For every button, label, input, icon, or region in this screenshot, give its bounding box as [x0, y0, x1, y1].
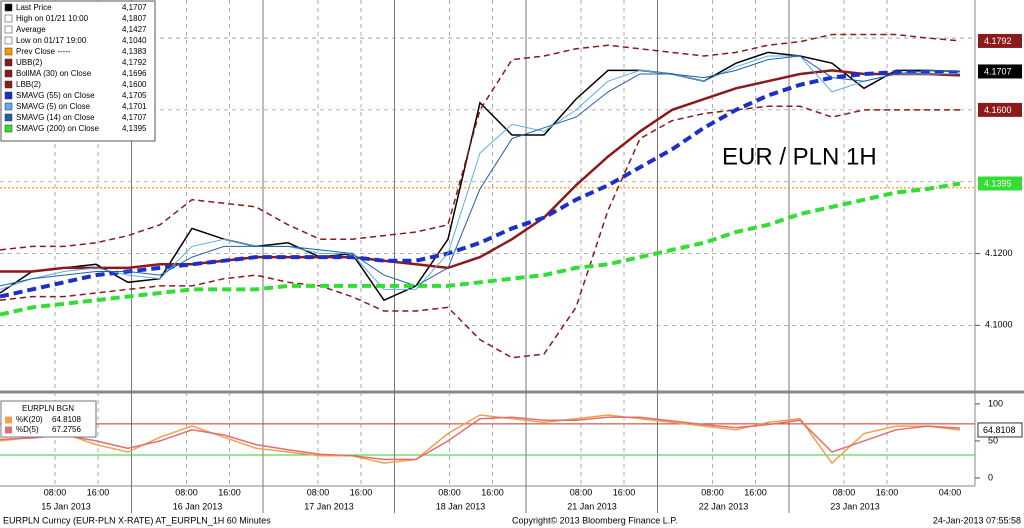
legend-swatch — [4, 47, 13, 56]
x-time-label: 08:00 — [175, 487, 198, 497]
legend-value: 4,1427 — [122, 25, 147, 34]
series-line — [0, 33, 961, 251]
legend-value: 4,1707 — [122, 3, 147, 12]
stoch-legend-value: 64.8108 — [52, 415, 81, 424]
stoch-legend-value: 67.2756 — [52, 425, 81, 434]
value-tag-label: 4.1792 — [984, 36, 1012, 46]
annotation: EUR / PLN 1H — [722, 143, 877, 170]
legend-value: 4,1701 — [122, 102, 147, 111]
value-tag — [978, 64, 1022, 79]
series-line — [0, 181, 961, 317]
x-date-label: 21 Jan 2013 — [567, 501, 617, 511]
legend-value: 4,1807 — [122, 14, 147, 23]
stoch-tag — [977, 422, 1023, 438]
series-line — [0, 70, 960, 299]
legend-value: 4,1707 — [122, 113, 147, 122]
stoch-title: EURPLN BGN — [22, 404, 74, 413]
x-time-label: 16:00 — [87, 487, 110, 497]
legend-value: 4,1395 — [122, 124, 147, 133]
x-time-label: 04:00 — [939, 487, 962, 497]
legend-label: SMAVG (200) on Close — [16, 124, 100, 133]
legend-swatch — [4, 80, 13, 89]
stoch-legend-label: %D(5) — [16, 425, 39, 434]
x-time-label: 08:00 — [570, 487, 593, 497]
stoch-tick-label: 0 — [988, 472, 993, 482]
legend-swatch — [4, 14, 13, 23]
legend-label: SMAVG (55) on Close — [16, 91, 95, 100]
legend-label: Prev Close ----- — [16, 47, 71, 56]
legend-label: LBB(2) — [16, 80, 41, 89]
legend-swatch — [4, 36, 13, 45]
footer-center: Copyright© 2013 Bloomberg Finance L.P. — [512, 515, 678, 525]
y-tick-label: 4.1200 — [985, 248, 1013, 258]
x-time-label: 08:00 — [44, 487, 67, 497]
x-time-label: 08:00 — [438, 487, 461, 497]
legend-label: SMAVG (14) on Close — [16, 113, 95, 122]
legend-swatch — [4, 3, 13, 12]
legend-swatch — [4, 91, 13, 100]
legend-value: 4,1705 — [122, 91, 147, 100]
legend-swatch — [4, 69, 13, 78]
value-tag-label: 4.1395 — [984, 178, 1012, 188]
stoch-tick-label: 100 — [988, 398, 1003, 408]
x-time-label: 16:00 — [744, 487, 767, 497]
stoch-line — [0, 414, 961, 465]
legend-value: 4,1040 — [122, 36, 147, 45]
legend: Last Price 4,1707 High on 01/21 10:00 4,180… — [0, 0, 156, 142]
legend-swatch — [4, 102, 13, 111]
x-time-label: 16:00 — [876, 487, 899, 497]
x-time-label: 08:00 — [833, 487, 856, 497]
footer-right: 24-Jan-2013 07:55:58 — [933, 515, 1021, 525]
stoch-swatch — [5, 426, 12, 434]
x-date-label: 15 Jan 2013 — [41, 501, 91, 511]
x-time-label: 16:00 — [350, 487, 373, 497]
stoch-swatch — [5, 416, 12, 424]
legend-swatch — [4, 113, 13, 122]
x-time-label: 08:00 — [307, 487, 330, 497]
legend-label: UBB(2) — [16, 58, 43, 67]
x-date-label: 18 Jan 2013 — [436, 501, 486, 511]
x-date-label: 17 Jan 2013 — [304, 501, 354, 511]
value-tag-label: 4.1707 — [984, 66, 1012, 76]
legend-label: SMAVG (5) on Close — [16, 102, 91, 111]
legend-value: 4,1696 — [122, 69, 147, 78]
x-date-label: 22 Jan 2013 — [699, 501, 749, 511]
series-line — [0, 105, 960, 359]
value-tag — [978, 102, 1022, 117]
legend-label: Low on 01/17 19:00 — [16, 36, 87, 45]
legend-label: BollMA (30) on Close — [16, 69, 92, 78]
legend-swatch — [4, 25, 13, 34]
value-tag-label: 4.1600 — [984, 105, 1012, 115]
x-time-label: 16:00 — [481, 487, 504, 497]
series-line — [0, 55, 961, 287]
stoch-line — [0, 416, 961, 461]
stoch-legend-label: %K(20) — [16, 415, 43, 424]
y-tick-label: 4.1000 — [985, 320, 1013, 330]
x-time-label: 16:00 — [218, 487, 241, 497]
stoch-tag-label: 64.8108 — [983, 425, 1016, 435]
value-tag — [978, 176, 1022, 191]
x-time-label: 08:00 — [701, 487, 724, 497]
series-line — [0, 69, 961, 273]
x-date-label: 16 Jan 2013 — [173, 501, 223, 511]
legend-swatch — [4, 124, 13, 133]
x-date-label: 23 Jan 2013 — [830, 501, 880, 511]
value-tag — [978, 33, 1022, 48]
x-time-label: 16:00 — [613, 487, 636, 497]
legend-value: 4,1383 — [122, 47, 147, 56]
stoch-tick-label: 50 — [988, 435, 998, 445]
stoch-legend-box — [0, 400, 97, 438]
legend-box — [0, 0, 156, 142]
legend-value: 4,1792 — [122, 58, 147, 67]
legend-swatch — [4, 58, 13, 67]
legend-label: Average — [16, 25, 46, 34]
legend-label: Last Price — [16, 3, 52, 12]
footer-left: EURPLN Curncy (EUR-PLN X-RATE) AT_EURPLN… — [3, 515, 271, 525]
legend-value: 4,1600 — [122, 80, 147, 89]
legend-label: High on 01/21 10:00 — [16, 14, 89, 23]
